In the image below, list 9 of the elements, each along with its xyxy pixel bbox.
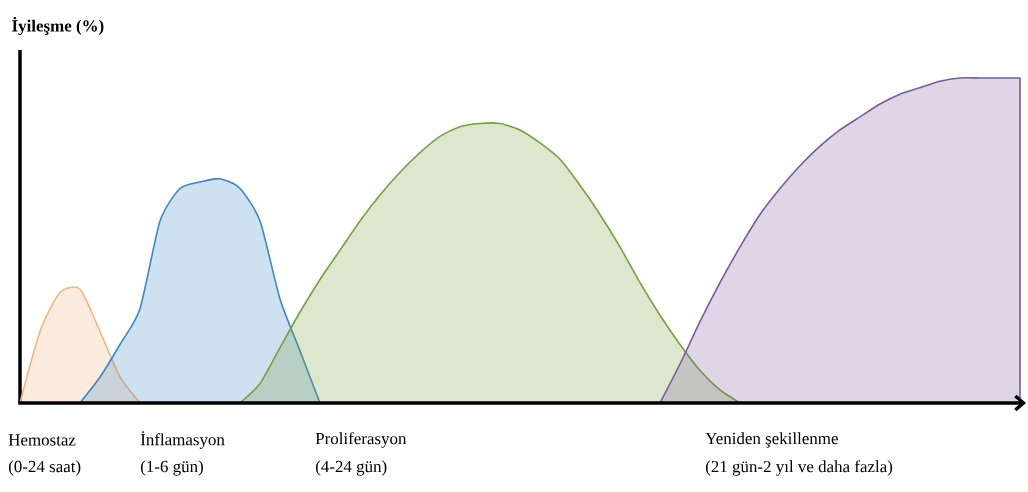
text: Proliferasyon bbox=[315, 432, 407, 448]
text: İnflamasyon bbox=[140, 431, 225, 449]
text: (1-6 gün) bbox=[140, 460, 203, 476]
y-axis-title: İyileşme (%) bbox=[12, 16, 104, 36]
text: (4-24 gün) bbox=[315, 460, 387, 476]
text: (0-24 saat) bbox=[8, 460, 81, 476]
text: Hemostaz bbox=[8, 434, 76, 446]
text: (21 gün-2 yıl ve daha fazla) bbox=[705, 460, 893, 476]
text: Yeniden şekillenme bbox=[705, 432, 838, 448]
